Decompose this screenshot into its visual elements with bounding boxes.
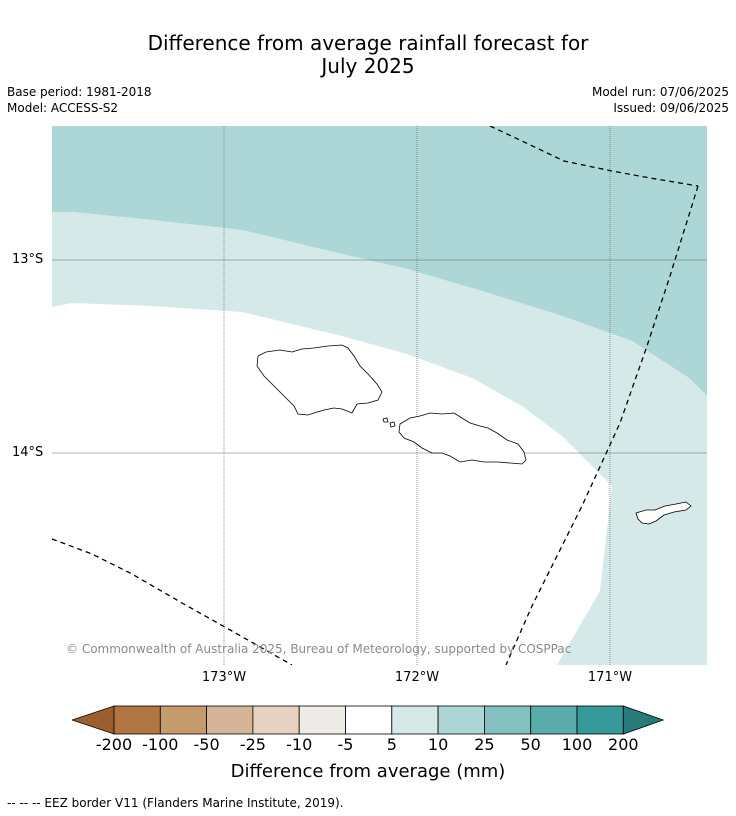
- colorbar-segment: [437, 705, 485, 735]
- colorbar-segment: [391, 705, 439, 735]
- rainfall-zone-25-50: [52, 126, 707, 396]
- island-manono-outline: [382, 417, 389, 423]
- colorbar-tick-label: -5: [337, 735, 354, 754]
- model-run-text: Model run: 07/06/2025: [591, 85, 729, 99]
- lon-label-173w: 173°W: [201, 670, 247, 685]
- colorbar-tick-label: 25: [474, 735, 495, 754]
- colorbar-segment: [252, 705, 300, 735]
- colorbar-segment: [298, 705, 346, 735]
- colorbar-segment: [345, 705, 393, 735]
- base-period-text: Base period: 1981-2018: [7, 85, 152, 99]
- colorbar-tick-label: -25: [239, 735, 266, 754]
- eez-border-east: [505, 185, 699, 665]
- lat-label-14s: 14°S: [12, 445, 44, 460]
- colorbar-tick-label: -50: [193, 735, 220, 754]
- colorbar-extend-high: [622, 705, 664, 735]
- eez-border-north: [489, 126, 699, 187]
- colorbar-segment: [483, 705, 532, 735]
- map-title-line1: Difference from average rainfall forecas…: [147, 31, 589, 55]
- lat-label-13s: 13°S: [12, 252, 44, 267]
- island-tutuila-outline: [635, 501, 692, 525]
- model-text: Model: ACCESS-S2: [7, 101, 119, 115]
- lon-label-172w: 172°W: [394, 670, 440, 685]
- eez-footer-note: -- -- -- EEZ border V11 (Flanders Marine…: [7, 796, 344, 810]
- colorbar-segment: [159, 705, 208, 735]
- map-panel: © Commonwealth of Australia 2025, Bureau…: [52, 126, 707, 665]
- lon-label-171w: 171°W: [587, 670, 633, 685]
- colorbar-tick-label: 200: [608, 735, 639, 754]
- island-savaii-outline: [256, 344, 383, 416]
- island-apolima-outline: [389, 421, 396, 428]
- island-upolu-outline: [398, 412, 527, 465]
- colorbar-tick-label: -200: [95, 735, 133, 754]
- colorbar-tick-label: 100: [561, 735, 593, 754]
- colorbar-title: Difference from average (mm): [230, 761, 506, 782]
- issued-text: Issued: 09/06/2025: [613, 101, 729, 115]
- colorbar-tick-label: 50: [520, 735, 541, 754]
- graticule: [52, 126, 707, 665]
- copyright-text: © Commonwealth of Australia 2025, Bureau…: [66, 642, 571, 656]
- colorbar: [72, 705, 664, 735]
- colorbar-tick-label: -10: [286, 735, 313, 754]
- colorbar-segment: [206, 705, 254, 735]
- colorbar-segment: [113, 705, 161, 735]
- colorbar-extend-low: [72, 705, 115, 735]
- map-title-line2: July 2025: [321, 54, 415, 78]
- colorbar-tick-label: 5: [386, 735, 397, 754]
- colorbar-segment: [530, 705, 578, 735]
- rainfall-zone-10-25: [52, 212, 707, 665]
- colorbar-segment: [576, 705, 624, 735]
- colorbar-tick-label: 10: [427, 735, 449, 754]
- colorbar-tick-label: -100: [142, 735, 179, 754]
